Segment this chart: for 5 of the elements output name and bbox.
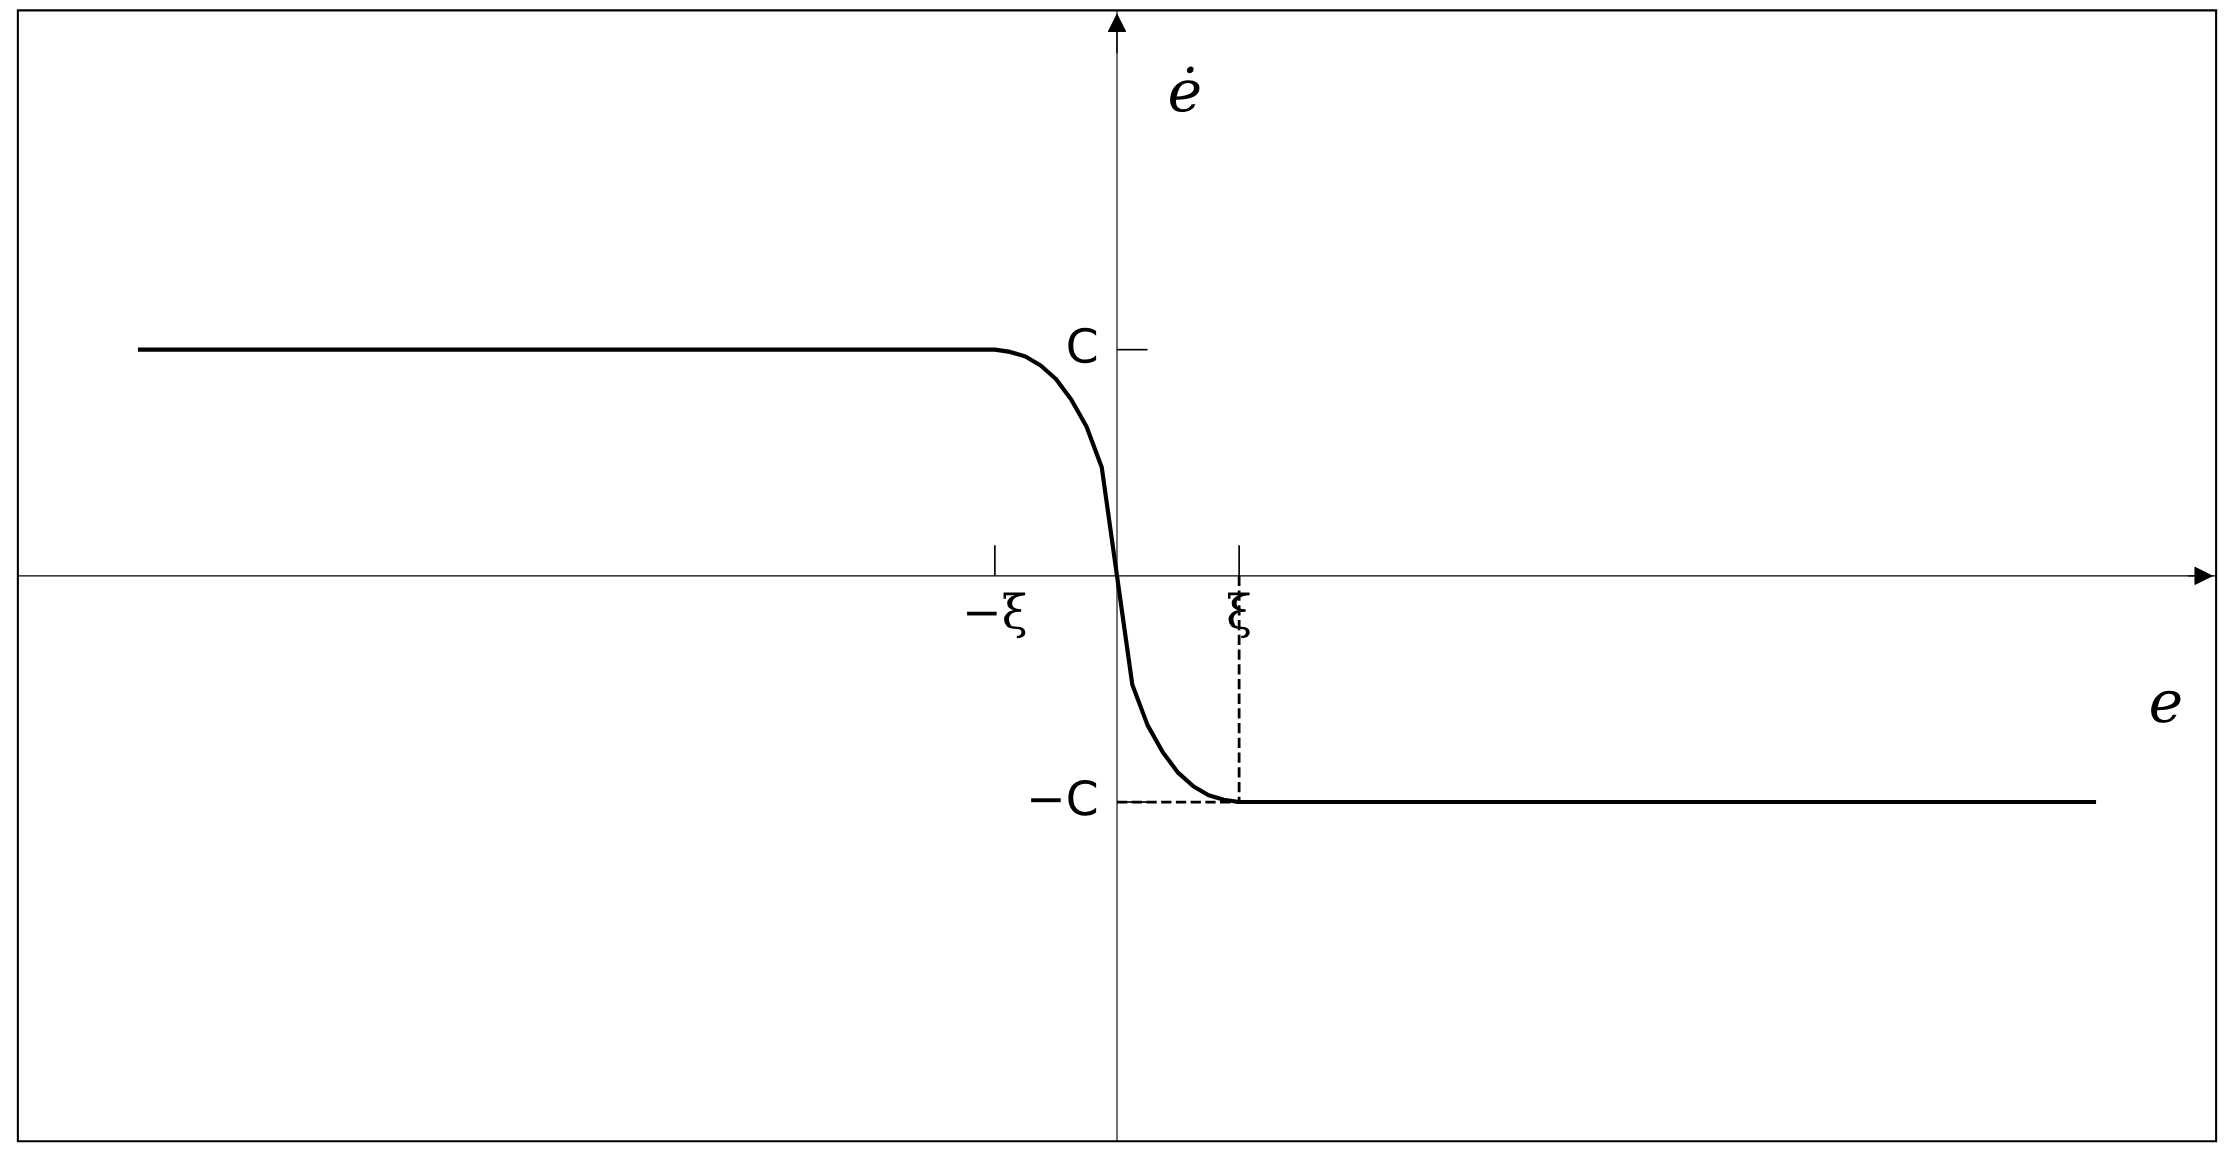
x-axis-title: e — [2151, 690, 2181, 723]
annotation: −C — [1031, 780, 1097, 816]
annotation: −ξ — [967, 592, 1026, 639]
annotation: C — [1068, 327, 1097, 364]
y-axis-title: ė — [1170, 66, 1200, 113]
